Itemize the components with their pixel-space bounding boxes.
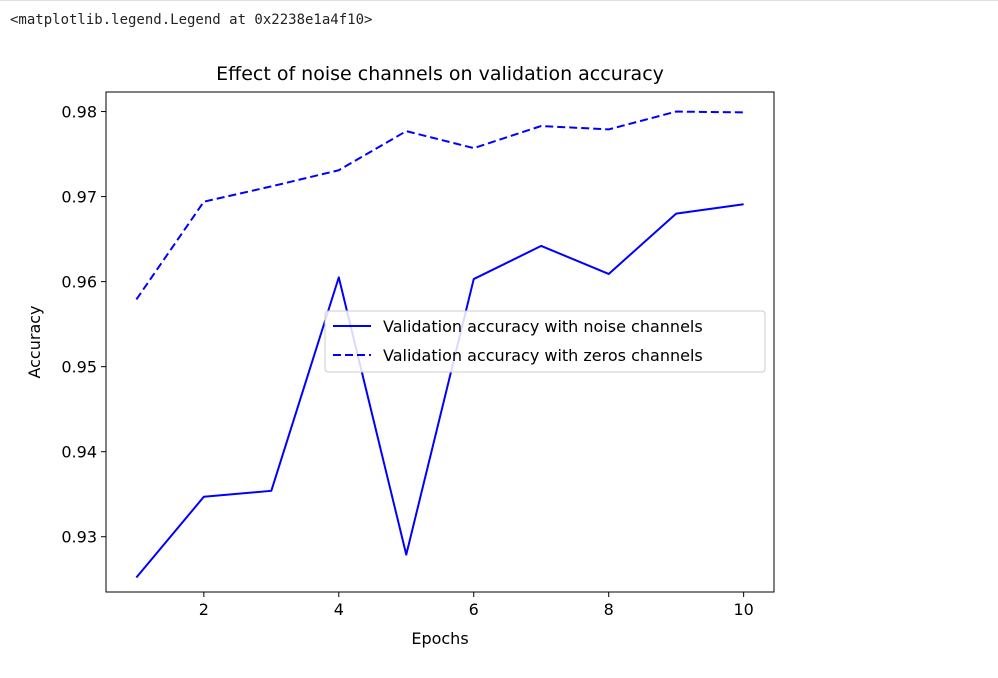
y-axis-ticks: 0.93 0.94 0.95 0.96 0.97 0.98 xyxy=(61,103,106,547)
cell-divider xyxy=(0,0,998,1)
y-axis-label: Accuracy xyxy=(25,305,44,378)
y-tick-label: 0.93 xyxy=(61,528,97,547)
cell-output-text: <matplotlib.legend.Legend at 0x2238e1a4f… xyxy=(10,12,373,28)
x-tick-label: 6 xyxy=(469,600,479,619)
y-tick-label: 0.94 xyxy=(61,443,97,462)
y-tick-label: 0.95 xyxy=(61,358,97,377)
series-line-zeros xyxy=(135,110,744,301)
legend-label-zeros: Validation accuracy with zeros channels xyxy=(383,346,703,365)
x-tick-label: 4 xyxy=(334,600,344,619)
chart-title: Effect of noise channels on validation a… xyxy=(216,63,664,85)
y-tick-label: 0.97 xyxy=(61,188,97,207)
x-axis-ticks: 2 4 6 8 10 xyxy=(199,592,754,619)
legend-box xyxy=(324,310,766,373)
x-axis-label: Epochs xyxy=(411,629,468,648)
y-tick-label: 0.96 xyxy=(61,273,97,292)
legend: Validation accuracy with noise channels … xyxy=(324,310,766,373)
plot-frame xyxy=(105,91,775,593)
series-layer xyxy=(135,110,744,579)
x-tick-label: 2 xyxy=(199,600,209,619)
x-tick-label: 10 xyxy=(733,600,753,619)
x-tick-label: 8 xyxy=(604,600,614,619)
series-line-noise xyxy=(135,203,744,579)
y-tick-label: 0.98 xyxy=(61,103,97,122)
legend-label-noise: Validation accuracy with noise channels xyxy=(383,317,703,336)
